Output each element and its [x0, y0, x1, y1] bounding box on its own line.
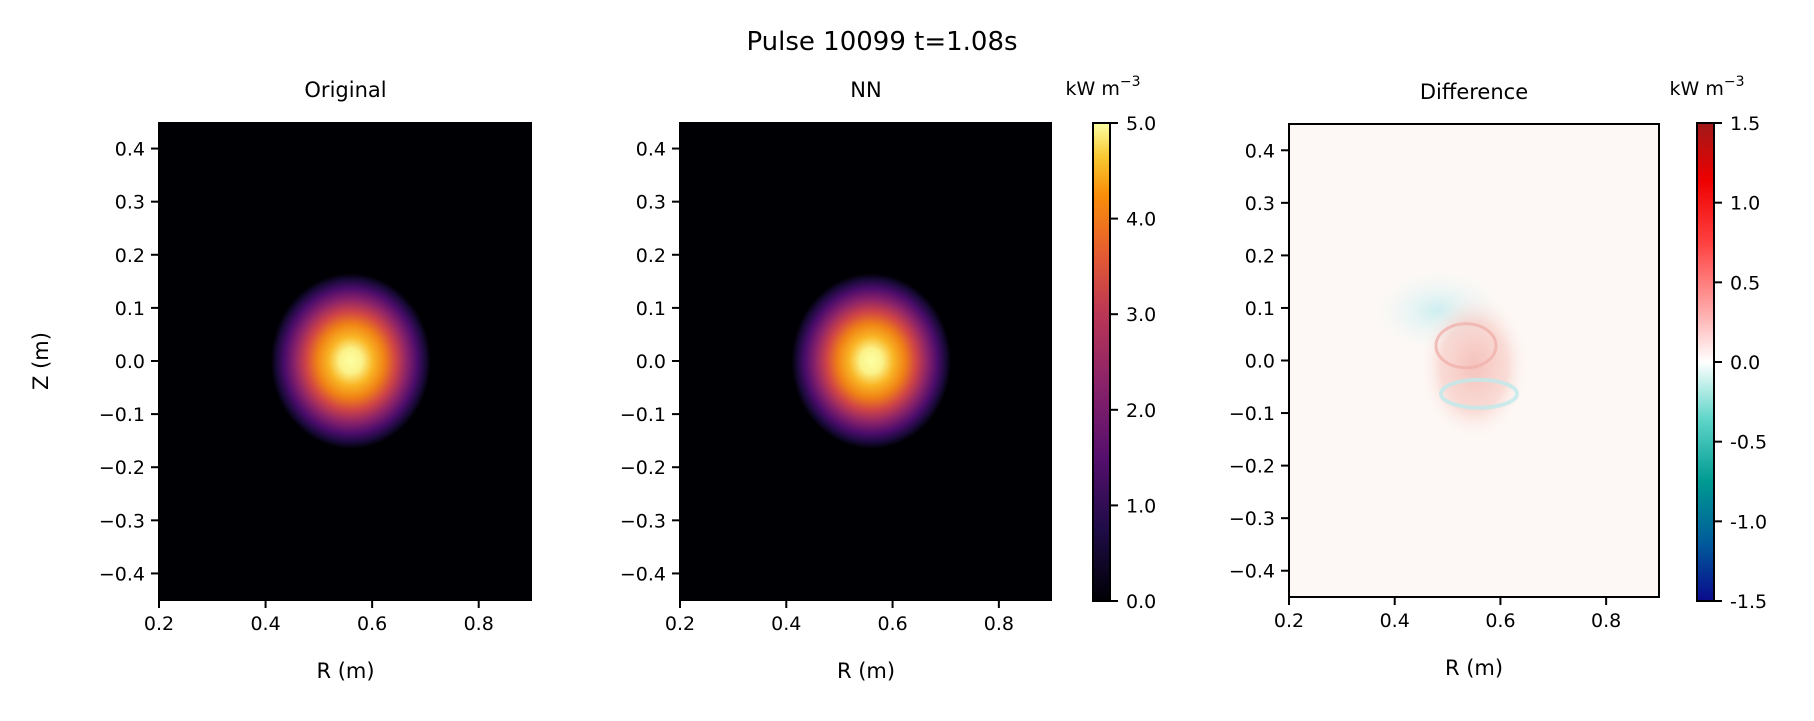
colorbar-tick-label: -1.5	[1730, 591, 1767, 613]
y-tick-label: −0.1	[1229, 403, 1275, 425]
x-tick-label: 0.8	[464, 613, 494, 635]
panel-nn: NN 0.2 0.4 0.6 0.8 0.4 0.3 0.2 0.1 0.0 −0.1 −0.2 −0.…	[620, 78, 1052, 683]
panel-title: Original	[304, 78, 386, 102]
colorbar-1: 5.0 4.0 3.0 2.0 1.0 0.0 kW m−3	[1066, 74, 1157, 613]
colorbar-tick-label: 0.0	[1126, 591, 1156, 613]
y-tick-label: 0.2	[115, 245, 145, 267]
y-tick-label: −0.2	[99, 457, 145, 479]
x-tick-label: 0.2	[1274, 610, 1304, 632]
y-tick-label: −0.2	[1229, 456, 1275, 478]
x-tick-label: 0.6	[1485, 610, 1515, 632]
x-axis-label: R (m)	[316, 659, 374, 683]
x-tick-label: 0.8	[1591, 610, 1621, 632]
y-tick-label: −0.4	[99, 563, 145, 585]
x-tick-label: 0.6	[357, 613, 387, 635]
colorbar-tick-label: 5.0	[1126, 113, 1156, 135]
x-tick-label: 0.4	[250, 613, 280, 635]
panel-title: Difference	[1420, 80, 1528, 104]
y-tick-label: −0.1	[99, 404, 145, 426]
difference-positive-arc	[1434, 322, 1498, 370]
y-tick-label: 0.3	[115, 192, 145, 214]
colorbar-unit-label: kW m−3	[1670, 74, 1745, 100]
colorbar-tick-label: 0.5	[1730, 272, 1760, 294]
colorbar-unit-label: kW m−3	[1066, 74, 1141, 100]
x-axis-label: R (m)	[837, 659, 895, 683]
emission-blob	[270, 273, 431, 449]
y-tick-label: 0.2	[636, 245, 666, 267]
x-tick-label: 0.6	[877, 613, 907, 635]
y-tick-label: −0.1	[620, 404, 666, 426]
x-tick-label: 0.4	[771, 613, 801, 635]
panel-difference: Difference 0.2 0.4 0.6 0.8 0.4 0.3 0.2 0.1 0.0 −0.…	[1229, 80, 1660, 680]
x-tick-label: 0.2	[665, 613, 695, 635]
colorbar-gradient	[1696, 122, 1715, 602]
y-tick-label: 0.4	[115, 139, 145, 161]
y-tick-label: −0.3	[620, 510, 666, 532]
colorbar-tick-label: 4.0	[1126, 209, 1156, 231]
y-tick-label: −0.4	[620, 563, 666, 585]
difference-negative-arc	[1439, 377, 1519, 410]
y-tick-label: 0.1	[1245, 298, 1275, 320]
colorbar-tick-label: 1.0	[1126, 495, 1156, 517]
panel-title: NN	[850, 78, 881, 102]
y-tick-label: −0.3	[1229, 508, 1275, 530]
colorbar-tick-label: 3.0	[1126, 304, 1156, 326]
y-tick-label: 0.1	[636, 298, 666, 320]
x-tick-label: 0.2	[144, 613, 174, 635]
x-tick-label: 0.8	[984, 613, 1014, 635]
colorbar-unit-exponent: −3	[1120, 74, 1141, 90]
y-tick-label: 0.3	[1245, 193, 1275, 215]
panel-original: Original 0.2 0.4 0.6 0.8 0.4 0.3 0.2 0.1 0.0 −0.1 −…	[29, 78, 532, 683]
colorbar-2: 1.5 1.0 0.5 0.0 -0.5 -1.0 -1.5 kW m−3	[1670, 74, 1768, 613]
y-tick-label: 0.4	[1245, 140, 1275, 162]
y-tick-label: −0.3	[99, 510, 145, 532]
x-tick-label: 0.4	[1380, 610, 1410, 632]
y-tick-label: 0.0	[1245, 351, 1275, 373]
y-tick-label: 0.0	[115, 351, 145, 373]
y-tick-label: −0.2	[620, 457, 666, 479]
y-tick-label: 0.2	[1245, 245, 1275, 267]
y-tick-label: 0.0	[636, 351, 666, 373]
y-tick-label: −0.4	[1229, 561, 1275, 583]
colorbar-unit-exponent: −3	[1724, 74, 1745, 90]
colorbar-tick-label: 2.0	[1126, 400, 1156, 422]
y-tick-label: 0.4	[636, 139, 666, 161]
emission-blob	[791, 273, 952, 449]
figure-title: Pulse 10099 t=1.08s	[746, 27, 1017, 57]
heatmap-image	[159, 122, 532, 600]
colorbar-tick-label: -1.0	[1730, 511, 1767, 533]
colorbar-tick-label: 1.0	[1730, 193, 1760, 215]
colorbar-tick-label: -0.5	[1730, 432, 1767, 454]
panels: Original 0.2 0.4 0.6 0.8 0.4 0.3 0.2 0.1 0.0 −0.1 −…	[29, 78, 1660, 683]
x-axis-label: R (m)	[1445, 656, 1503, 680]
colorbar-gradient	[1092, 122, 1111, 602]
colorbar-tick-label: 1.5	[1730, 113, 1760, 135]
colorbar-tick-label: 0.0	[1730, 352, 1760, 374]
y-tick-label: 0.1	[115, 298, 145, 320]
y-tick-label: 0.3	[636, 192, 666, 214]
heatmap-image	[680, 122, 1052, 600]
y-axis-label: Z (m)	[29, 332, 53, 390]
heatmap-image	[1289, 124, 1659, 597]
